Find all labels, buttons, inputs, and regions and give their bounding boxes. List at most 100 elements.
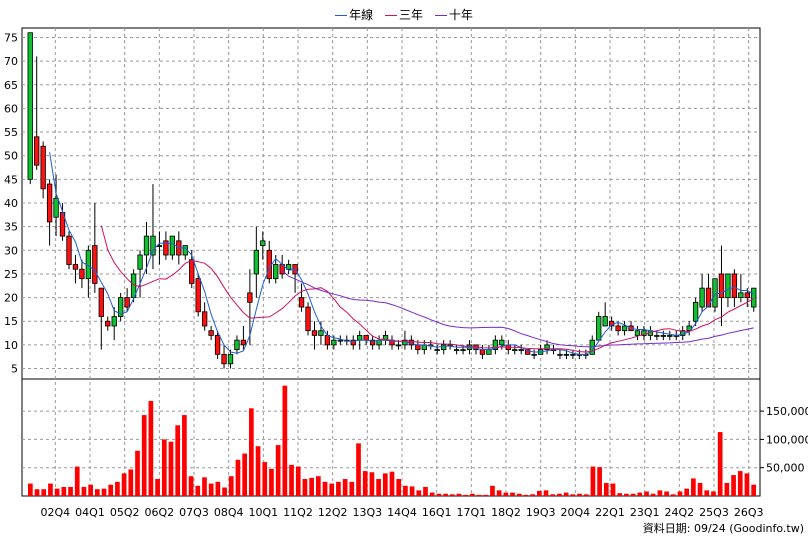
volume-bar bbox=[296, 467, 301, 496]
volume-bar bbox=[524, 495, 529, 496]
candle-body bbox=[435, 350, 440, 351]
volume-bar bbox=[463, 495, 468, 496]
candle-body bbox=[706, 288, 711, 307]
candle-body bbox=[80, 269, 85, 278]
candle-body bbox=[454, 350, 459, 351]
candle-body bbox=[571, 354, 576, 355]
x-tick-label: 23Q1 bbox=[630, 506, 660, 519]
candle-body bbox=[112, 317, 117, 326]
candle-body bbox=[500, 340, 505, 345]
price-tick-label: 25 bbox=[4, 268, 18, 281]
volume-bar bbox=[557, 494, 562, 496]
legend-label-ten-year: 十年 bbox=[449, 8, 473, 22]
candle-body bbox=[235, 340, 240, 349]
volume-bar bbox=[544, 490, 549, 496]
x-tick-label: 10Q1 bbox=[249, 506, 279, 519]
volume-bar bbox=[289, 465, 294, 496]
volume-bar bbox=[202, 477, 207, 496]
x-tick-label: 11Q2 bbox=[283, 506, 313, 519]
candle-body bbox=[202, 312, 207, 326]
candle-body bbox=[622, 326, 627, 331]
candle-body bbox=[668, 335, 673, 336]
volume-bar bbox=[356, 443, 361, 496]
volume-bar bbox=[262, 462, 267, 496]
price-tick-label: 50 bbox=[4, 150, 18, 163]
volume-bar bbox=[88, 485, 93, 496]
x-tick-label: 20Q4 bbox=[561, 506, 591, 519]
volume-bar bbox=[236, 460, 241, 496]
candle-body bbox=[564, 354, 569, 355]
volume-bar bbox=[704, 490, 709, 496]
candle-body bbox=[325, 335, 330, 344]
candle-body bbox=[719, 274, 724, 298]
candle-body bbox=[209, 331, 214, 336]
volume-bar bbox=[102, 489, 107, 496]
price-tick-label: 40 bbox=[4, 197, 18, 210]
volume-bar bbox=[142, 415, 147, 496]
candle-body bbox=[241, 340, 246, 345]
legend-swatch-ten-year bbox=[435, 15, 447, 16]
candle-body bbox=[487, 350, 492, 355]
source-label: 資料日期: 09/24 (Goodinfo.tw) bbox=[643, 520, 804, 536]
candle-body bbox=[603, 317, 608, 326]
volume-bar bbox=[128, 469, 133, 496]
candle-body bbox=[273, 264, 278, 278]
candle-body bbox=[596, 317, 601, 341]
volume-tick-label: 150,000 bbox=[766, 405, 808, 418]
volume-bar bbox=[550, 494, 555, 496]
candle-body bbox=[416, 345, 421, 350]
volume-bar bbox=[490, 486, 495, 496]
legend-label-annual: 年線 bbox=[349, 8, 373, 22]
x-tick-label: 14Q4 bbox=[387, 506, 417, 519]
volume-bar bbox=[35, 489, 40, 496]
volume-tick-label: 100,000 bbox=[766, 433, 808, 446]
volume-bar bbox=[222, 488, 227, 496]
legend-swatch-three-year bbox=[385, 15, 397, 16]
x-tick-label: 06Q2 bbox=[145, 506, 175, 519]
candle-body bbox=[157, 246, 162, 247]
price-tick-label: 35 bbox=[4, 221, 18, 234]
x-tick-label: 04Q1 bbox=[75, 506, 105, 519]
volume-bar bbox=[82, 487, 87, 496]
volume-bar bbox=[95, 489, 100, 496]
volume-bar bbox=[691, 478, 696, 496]
candle-body bbox=[254, 250, 259, 274]
candle-body bbox=[99, 288, 104, 316]
candle-body bbox=[635, 331, 640, 336]
volume-bar bbox=[256, 446, 261, 496]
candle-body bbox=[332, 340, 337, 345]
candle-body bbox=[532, 354, 537, 355]
price-tick-label: 45 bbox=[4, 173, 18, 186]
volume-bar bbox=[61, 487, 66, 496]
volume-bar bbox=[517, 494, 522, 496]
volume-bar bbox=[457, 494, 462, 496]
candle-body bbox=[28, 33, 33, 180]
candle-body bbox=[480, 350, 485, 355]
legend-item-three-year: 三年 bbox=[385, 6, 423, 23]
volume-bar bbox=[671, 494, 676, 496]
volume-bar bbox=[597, 467, 602, 496]
candle-body bbox=[248, 293, 253, 302]
volume-bar bbox=[269, 469, 274, 496]
volume-bar bbox=[637, 493, 642, 496]
candle-body bbox=[261, 241, 266, 246]
volume-bar bbox=[376, 479, 381, 496]
candle-body bbox=[47, 184, 52, 222]
x-tick-label: 25Q3 bbox=[699, 506, 729, 519]
price-tick-label: 10 bbox=[4, 339, 18, 352]
candle-body bbox=[726, 274, 731, 298]
volume-bar bbox=[115, 482, 120, 496]
candle-body bbox=[396, 345, 401, 346]
volume-bar bbox=[309, 478, 314, 496]
candle-body bbox=[41, 146, 46, 189]
volume-bar bbox=[249, 408, 254, 496]
x-tick-label: 12Q2 bbox=[318, 506, 348, 519]
volume-bar bbox=[470, 494, 475, 496]
price-tick-label: 65 bbox=[4, 79, 18, 92]
legend-swatch-annual bbox=[335, 15, 347, 16]
volume-bar bbox=[443, 494, 448, 496]
price-tick-label: 5 bbox=[11, 363, 18, 376]
candle-body bbox=[357, 335, 362, 340]
volume-bar bbox=[423, 487, 428, 496]
